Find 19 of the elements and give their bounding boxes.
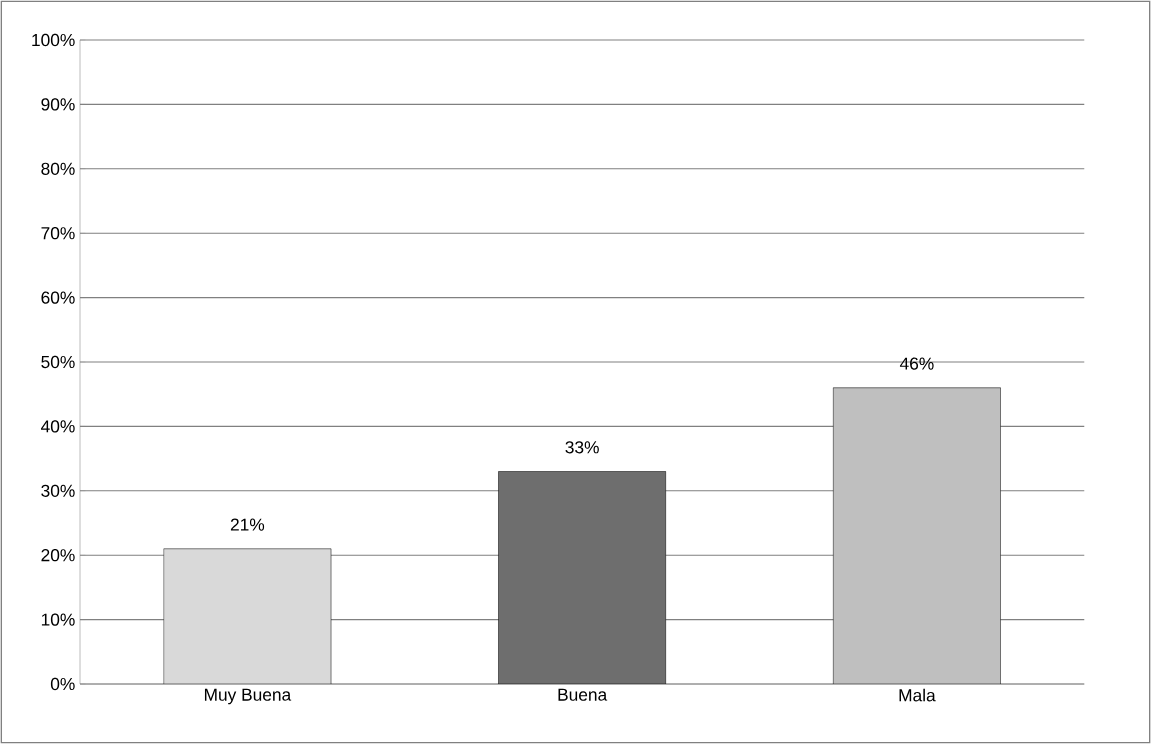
data-label: 33% <box>565 441 599 454</box>
y-tick-label: 80% <box>41 162 75 175</box>
y-tick-label: 20% <box>41 549 75 562</box>
y-tick-label: 10% <box>41 613 75 626</box>
y-tick-label: 50% <box>41 355 75 369</box>
y-tick-label: 0% <box>50 677 75 691</box>
data-label: 21% <box>230 518 265 531</box>
y-tick-label: 90% <box>41 98 75 111</box>
x-tick-label: Mala <box>899 688 936 702</box>
x-tick-label: Muy Buena <box>204 688 292 705</box>
y-tick-label: 40% <box>41 420 75 433</box>
bar <box>832 387 1001 684</box>
y-tick-label: 70% <box>41 227 75 240</box>
y-tick-label: 30% <box>41 484 75 497</box>
y-tick-label: 100% <box>32 33 75 47</box>
y-tick-label: 60% <box>41 291 75 304</box>
x-tick-label: Buena <box>558 688 608 701</box>
data-label: 46% <box>899 357 934 370</box>
bar <box>498 471 667 684</box>
